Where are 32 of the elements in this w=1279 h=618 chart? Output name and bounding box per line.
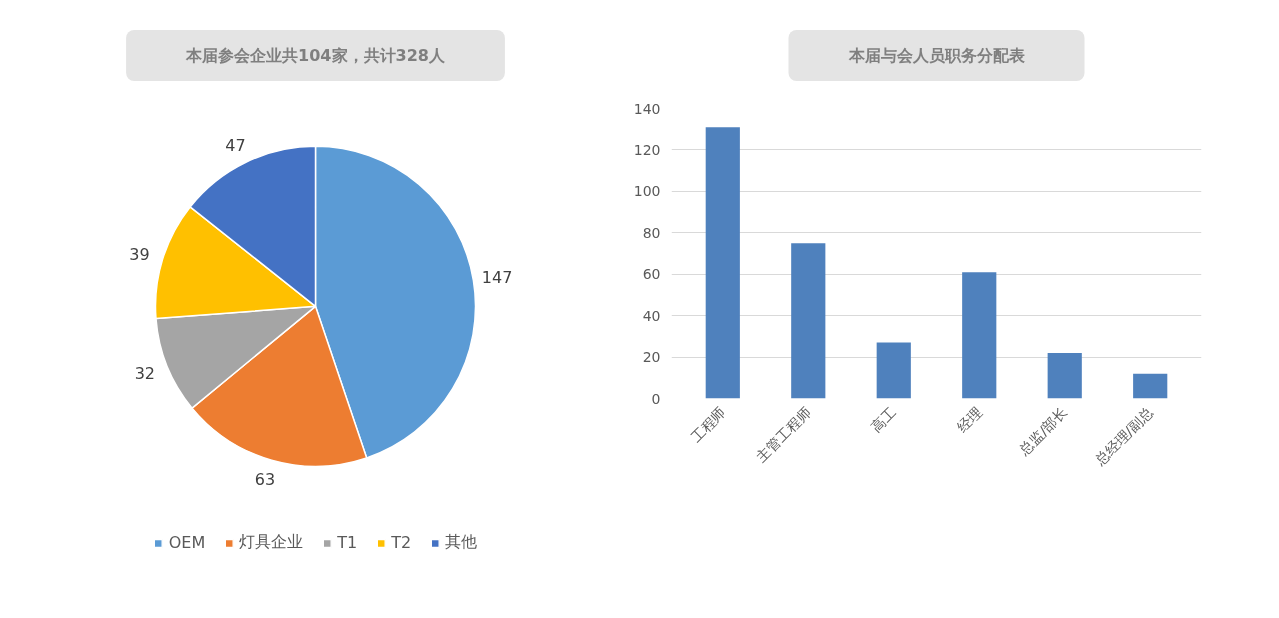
bar	[1133, 373, 1168, 399]
bar	[876, 342, 911, 399]
legend-label: T1	[337, 533, 358, 552]
legend-label: OEM	[168, 533, 206, 552]
y-tick-label: 100	[633, 183, 661, 200]
y-tick-label: 80	[642, 224, 661, 241]
y-tick-label: 140	[633, 100, 661, 117]
y-tick-label: 20	[642, 349, 661, 366]
legend-label: 其他	[445, 532, 478, 553]
y-tick-label: 40	[642, 307, 661, 324]
legend-label: T2	[391, 533, 412, 552]
legend-label: 灯具企业	[239, 532, 304, 553]
data-label: 47	[225, 135, 246, 155]
bar	[962, 272, 997, 399]
y-tick-label: 120	[633, 141, 661, 158]
y-tick-label: 60	[642, 266, 661, 283]
chart-title: 本届参会企业共104家，共计328人	[185, 46, 446, 65]
x-tick-label: 高工	[868, 403, 900, 435]
bar	[705, 127, 740, 399]
chart-title: 本届与会人员职务分配表	[847, 46, 1026, 65]
x-tick-label: 主管工程师	[753, 403, 814, 465]
data-label: 32	[134, 364, 156, 384]
y-tick-label: 0	[651, 390, 661, 407]
data-label: 39	[129, 244, 150, 264]
bar	[791, 243, 826, 399]
bar	[1047, 352, 1082, 399]
x-tick-label: 工程师	[687, 403, 729, 445]
data-label: 63	[254, 469, 276, 489]
x-tick-label: 总监/部长	[1015, 403, 1071, 459]
x-tick-label: 总经理/副总	[1091, 403, 1156, 469]
data-label: 147	[481, 268, 513, 288]
x-tick-label: 经理	[953, 403, 985, 435]
